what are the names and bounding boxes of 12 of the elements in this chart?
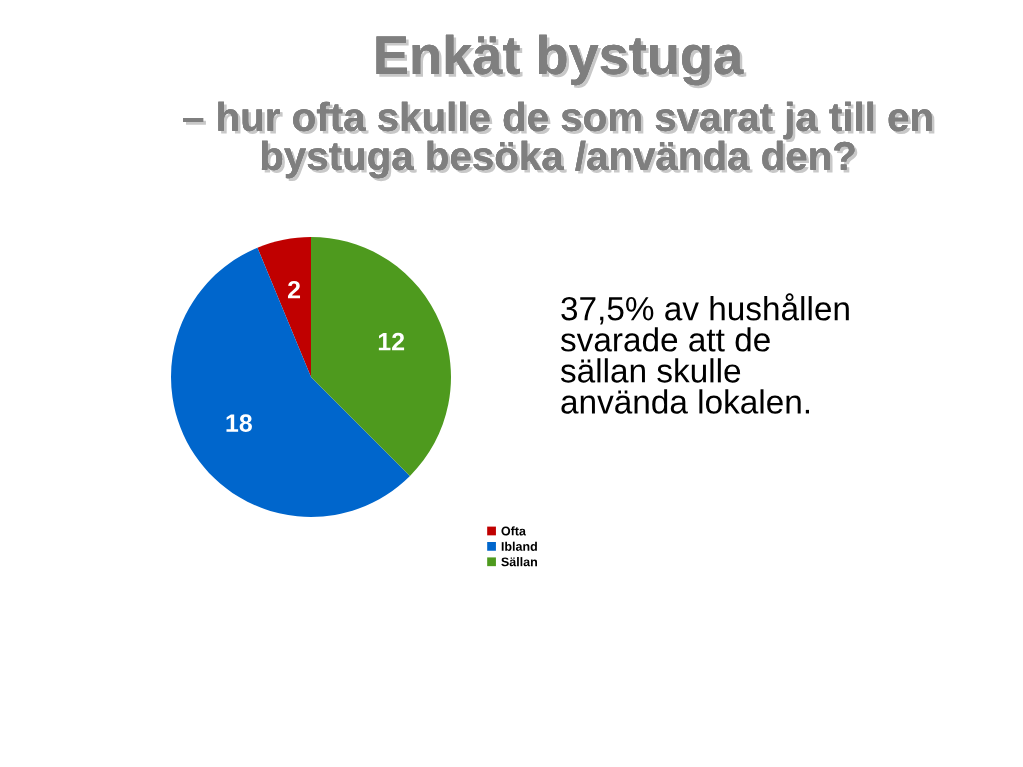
pie-slice <box>171 247 410 517</box>
legend-label: Ofta <box>501 526 527 536</box>
chart-title: Enkät bystuga <box>376 34 747 89</box>
legend-label: Ibland <box>501 541 537 551</box>
text: 37,5% av hushållen svarade att de sällan skulle använda lokalen. <box>560 293 849 414</box>
legend-label: Sällan <box>501 557 537 567</box>
pie-slice <box>311 237 451 476</box>
data-label: 2 <box>287 280 301 299</box>
pie-slice <box>257 237 311 377</box>
data-label: 12 <box>378 332 405 351</box>
data-label: 18 <box>226 414 252 432</box>
chart-subtitle: – hur ofta skulle de som svarat ja till en bystuga besöka /använda den? <box>183 101 935 182</box>
